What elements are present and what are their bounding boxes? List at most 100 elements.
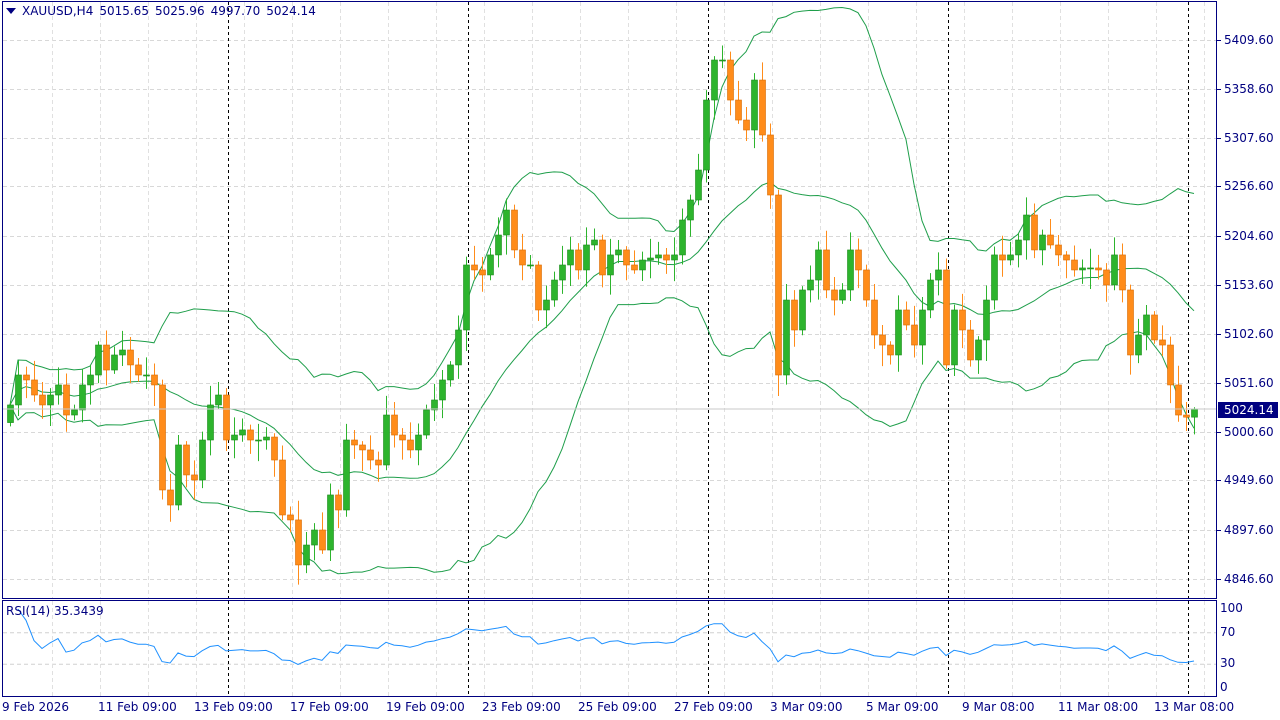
candle [783, 283, 790, 385]
candle [823, 230, 830, 299]
candle-body [1039, 234, 1046, 251]
candle-body [319, 529, 326, 551]
candle-body [63, 384, 70, 416]
candle [863, 264, 870, 307]
candle-body [215, 394, 222, 406]
candle-body [487, 254, 494, 276]
candle [663, 248, 670, 274]
time-axis-label: 25 Feb 09:00 [578, 700, 657, 714]
candle [919, 296, 926, 365]
candle [1079, 259, 1086, 284]
candle [1175, 365, 1182, 422]
candle-body [943, 269, 950, 366]
candle [407, 422, 414, 459]
candle [87, 365, 94, 405]
candle-body [1023, 214, 1030, 241]
candle [183, 441, 190, 488]
candle-body [1071, 259, 1078, 271]
candle [319, 512, 326, 554]
candle-body [791, 299, 798, 331]
candle-body [575, 249, 582, 271]
candle [391, 401, 398, 448]
bollinger-middle [9, 181, 1195, 480]
rsi-axis-label: 30 [1220, 656, 1236, 671]
time-axis-label: 11 Mar 08:00 [1058, 700, 1139, 714]
candle [463, 256, 470, 352]
candle [1111, 237, 1118, 291]
candle [31, 360, 38, 402]
candle-body [959, 309, 966, 331]
price-axis-label: 5409.60 [1224, 32, 1274, 47]
candle [903, 301, 910, 331]
price-axis-label: 5256.60 [1224, 178, 1274, 193]
candle [383, 395, 390, 471]
candle [759, 62, 766, 142]
candle-body [279, 459, 286, 516]
candle-body [311, 529, 318, 546]
price-axis-label: 5102.60 [1224, 326, 1274, 341]
candle [239, 418, 246, 442]
candle [375, 451, 382, 482]
candle [967, 320, 974, 367]
candle [495, 217, 502, 268]
candle-body [655, 254, 662, 259]
candle-body [303, 544, 310, 566]
price-axis-label: 4949.60 [1224, 472, 1274, 487]
candle [119, 330, 126, 366]
candle [1063, 251, 1070, 279]
time-axis-label: 27 Feb 09:00 [674, 700, 753, 714]
candle-body [1079, 267, 1086, 271]
candle-body [919, 309, 926, 346]
candle [1023, 197, 1030, 260]
candle [527, 255, 534, 269]
candle [223, 388, 230, 452]
rsi-line [17, 608, 1195, 666]
candle-body [991, 254, 998, 301]
candle-body [431, 399, 438, 411]
rsi-label: RSI(14) [6, 604, 51, 618]
collapse-triangle-icon[interactable] [6, 8, 16, 14]
candle-body [527, 264, 534, 267]
candle-body [167, 489, 174, 506]
candle [583, 227, 590, 287]
candle [855, 238, 862, 289]
candle-body [687, 199, 694, 221]
candle-body [1191, 408, 1198, 418]
candle-body [927, 279, 934, 311]
candle-body [1007, 254, 1014, 261]
candle-body [359, 444, 366, 451]
candle [431, 383, 438, 421]
rsi-axis-label: 100 [1220, 601, 1243, 615]
bollinger-lower [9, 297, 1195, 575]
candle [471, 245, 478, 280]
candle [751, 73, 758, 149]
candle [143, 357, 150, 389]
candle [95, 341, 102, 384]
candle-body [855, 249, 862, 271]
candle [623, 246, 630, 281]
candle [943, 258, 950, 369]
candle [599, 234, 606, 288]
candle [807, 265, 814, 303]
price-axis-label: 4846.60 [1224, 571, 1274, 586]
candle-body [967, 329, 974, 361]
candle [1159, 325, 1166, 357]
candle [247, 424, 254, 454]
candle-body [703, 99, 710, 171]
candle-body [87, 374, 94, 386]
rsi-axis-label: 0 [1220, 680, 1228, 694]
candle [423, 404, 430, 439]
candle [447, 361, 454, 387]
chart-header: XAUUSD,H4 5015.65 5025.96 4997.70 5024.1… [6, 4, 316, 18]
candle-body [31, 379, 38, 396]
candle-body [1175, 384, 1182, 416]
candle [231, 417, 238, 459]
candle-body [775, 194, 782, 376]
price-axis-label: 5051.60 [1224, 375, 1274, 390]
candle [711, 56, 718, 120]
candle-body [847, 249, 854, 291]
candle-body [407, 439, 414, 451]
candle-body [95, 344, 102, 376]
candle-body [903, 309, 910, 326]
